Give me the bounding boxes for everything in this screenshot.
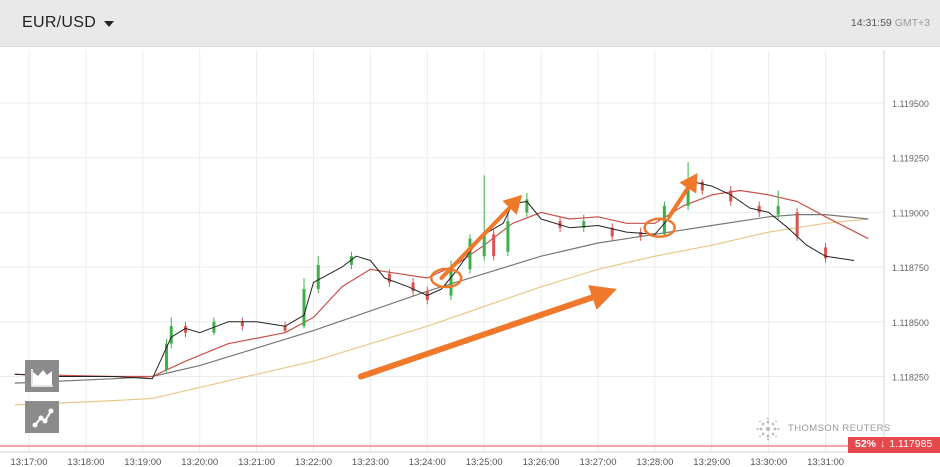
y-tick-label: 1.119500 [892,99,929,109]
y-tick-label: 1.118750 [892,263,929,273]
trend-arrow-shaft [439,205,512,281]
x-tick-label: 13:23:00 [352,457,389,467]
symbol-dropdown-icon[interactable] [104,21,114,27]
candle-body [411,282,415,292]
x-tick-label: 13:25:00 [466,457,503,467]
y-tick-label: 1.119250 [892,154,929,164]
x-tick-label: 13:26:00 [523,457,560,467]
thomson-reuters-logo: THOMSON REUTERS [754,417,890,441]
y-tick-label: 1.118500 [892,318,929,328]
indicators-icon [32,408,54,428]
candle-body [686,181,690,206]
x-tick-label: 13:17:00 [11,457,48,467]
highlight-circle [643,217,676,238]
symbol-label[interactable]: EUR/USD [22,14,97,31]
x-tick-label: 13:28:00 [636,457,673,467]
last-price-value: 1.117985 [889,438,933,450]
candle-body [302,288,306,327]
price-line [14,181,855,380]
area-chart-icon [31,369,53,387]
trend-arrow-head [679,173,698,194]
candle-body [639,232,643,237]
x-tick-label: 13:29:00 [693,457,730,467]
candle-body [492,234,496,257]
x-axis: 13:17:00 13:18:00 13:19:00 13:20:00 13:21:00… [11,457,845,467]
x-tick-label: 13:21:00 [238,457,275,467]
candle-body [729,190,733,202]
ma-slow-line [14,218,869,406]
price-change-percent: 52% [855,438,877,450]
candle-body [387,273,391,283]
candle-body [757,205,761,213]
candle-body [316,264,320,289]
x-tick-label: 13:18:00 [67,457,104,467]
x-tick-label: 13:24:00 [409,457,446,467]
chart-header: EUR/USD 14:31:59 GMT+3 [0,0,940,47]
candle-body [582,221,586,228]
trend-arrow-head [502,194,523,215]
candle-body [700,181,704,191]
last-price-tag: 52% ↓ 1.117985 [848,437,940,453]
down-arrow-icon: ↓ [880,438,886,450]
indicators-button[interactable] [25,401,59,433]
x-tick-label: 13:19:00 [124,457,161,467]
x-tick-label: 13:22:00 [295,457,332,467]
highlight-circle [430,267,463,289]
ma-fast-line [14,189,869,378]
x-tick-label: 13:30:00 [750,457,787,467]
candle-body [468,238,472,270]
candle-body [482,234,486,257]
clock-time: 14:31:59 [850,17,892,29]
annotations [357,173,698,380]
chart-type-button[interactable] [25,360,59,392]
candle-body [824,247,828,259]
candle-body [240,321,244,327]
watermark-text: THOMSON REUTERS [788,423,891,434]
candle-body [349,256,353,265]
candle-body [169,326,173,344]
y-tick-label: 1.118250 [892,373,929,383]
trend-arrow-shaft [667,186,690,219]
price-series-line [14,181,855,380]
x-tick-label: 13:31:00 [807,457,844,467]
price-chart[interactable]: 1.119500 1.119250 1.119000 1.118750 1.118500… [0,47,940,467]
candle-body [283,326,287,331]
clock-timezone: GMT+3 [894,17,930,29]
y-axis: 1.119500 1.119250 1.119000 1.118750 1.118500… [892,99,929,383]
candle-body [525,199,529,213]
candle-body [795,212,799,237]
x-tick-label: 13:20:00 [181,457,218,467]
candle-body [183,326,187,333]
y-tick-label: 1.119000 [892,208,929,218]
candle-body [506,221,510,252]
x-tick-label: 13:27:00 [580,457,617,467]
candle-body [165,343,169,370]
trend-arrow-shaft [357,294,596,380]
candle-body [776,205,780,215]
candle-body [449,269,453,296]
trend-arrow-head [588,285,617,310]
chart-grid [0,50,940,453]
clock: 14:31:59 GMT+3 [851,17,930,29]
reuters-dots-icon [756,417,780,441]
candle-body [610,227,614,237]
